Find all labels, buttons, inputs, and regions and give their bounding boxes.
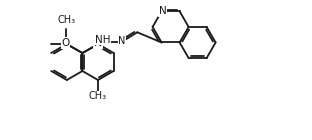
Text: O: O — [61, 38, 69, 48]
Text: N: N — [94, 38, 102, 48]
Text: CH₃: CH₃ — [89, 91, 107, 101]
Text: NH: NH — [95, 35, 111, 45]
Text: CH₃: CH₃ — [57, 15, 75, 25]
Text: N: N — [159, 6, 167, 16]
Text: N: N — [119, 36, 126, 46]
